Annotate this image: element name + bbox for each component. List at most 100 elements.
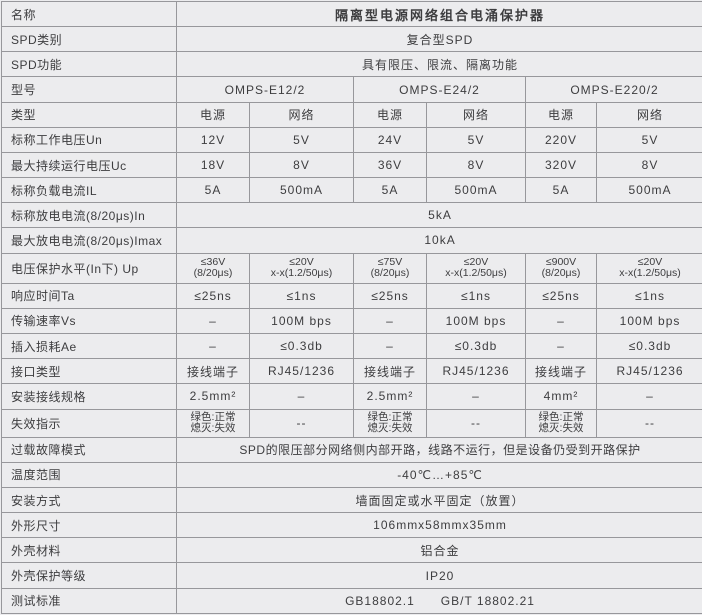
row-max-continuous-voltage-label: 最大持续运行电压Uc [1,151,177,179]
row-installation-method-label: 安装方式 [1,487,177,514]
housing-material-value: 铝合金 [175,537,702,564]
wiring-value-4: – [426,383,526,410]
il-value-1: 5A [176,177,250,204]
il-value-6: 500mA [595,177,702,204]
un-value-5: 220V [525,126,597,153]
row-name-label: 名称 [1,0,177,28]
housing-protection-value: IP20 [175,562,702,589]
row-interface-type: 接口类型 接线端子 RJ45/1236 接线端子 RJ45/1236 接线端子 … [1,358,702,385]
row-wiring-spec: 安装接线规格 2.5mm² – 2.5mm² – 4mm² – [1,383,702,410]
row-failure-indication-label: 失效指示 [1,408,177,438]
wiring-value-5: 4mm² [525,383,597,410]
row-failure-indication: 失效指示 绿色:正常 熄灭:失效 -- 绿色:正常 熄灭:失效 -- 绿色:正常… [1,408,702,438]
row-overload-failure-mode-label: 过载故障模式 [1,436,177,463]
type-value-5: 电源 [525,101,597,128]
row-response-time: 响应时间Ta ≤25ns ≤1ns ≤25ns ≤1ns ≤25ns ≤1ns [1,282,702,309]
row-nominal-voltage-label: 标称工作电压Un [1,126,177,153]
row-wiring-spec-label: 安装接线规格 [1,383,177,410]
vs-value-1: – [176,307,250,335]
il-value-4: 500mA [426,177,526,204]
row-housing-protection: 外壳保护等级 IP20 [1,562,702,589]
row-model-label: 型号 [1,76,177,103]
row-overload-failure-mode: 过载故障模式 SPD的限压部分网络侧内部开路，线路不运行，但是设备仍受到开路保护 [1,436,702,463]
ae-value-3: – [353,333,427,360]
row-insertion-loss-label: 插入损耗Ae [1,333,177,360]
wiring-value-1: 2.5mm² [176,383,250,410]
row-temperature-range-label: 温度范围 [1,461,177,489]
uc-value-4: 8V [426,151,526,179]
product-title: 隔离型电源网络组合电涌保护器 [175,0,702,28]
installation-method-value: 墙面固定或水平固定（放置） [175,487,702,514]
il-value-3: 5A [353,177,427,204]
row-spd-category-label: SPD类别 [1,26,177,53]
failure-value-6: -- [595,408,702,438]
interface-value-4: RJ45/1236 [426,358,526,385]
up-value-6: ≤20V x-x(1.2/50μs) [595,252,702,284]
imax-value: 10kA [175,227,702,254]
row-temperature-range: 温度范围 -40℃…+85℃ [1,461,702,489]
type-value-3: 电源 [353,101,427,128]
row-nominal-discharge-current-label: 标称放电电流(8/20μs)In [1,202,177,229]
interface-value-1: 接线端子 [176,358,250,385]
row-spd-category: SPD类别 复合型SPD [1,26,702,53]
ae-value-6: ≤0.3db [595,333,702,360]
row-housing-material-label: 外壳材料 [1,537,177,564]
dimensions-value: 106mmx58mmx35mm [175,512,702,539]
overload-failure-mode-value: SPD的限压部分网络侧内部开路，线路不运行，但是设备仍受到开路保护 [175,436,702,463]
up-value-5: ≤900V (8/20μs) [525,252,597,284]
un-value-6: 5V [595,126,702,153]
spd-function-value: 具有限压、限流、隔离功能 [175,51,702,78]
row-voltage-protection-level-label: 电压保护水平(In下) Up [1,252,177,284]
row-model: 型号 OMPS-E12/2 OMPS-E24/2 OMPS-E220/2 [1,76,702,103]
ta-value-2: ≤1ns [249,282,354,309]
vs-value-2: 100M bps [249,307,354,335]
row-voltage-protection-level: 电压保护水平(In下) Up ≤36V (8/20μs) ≤20V x-x(1.… [1,252,702,284]
il-value-2: 500mA [249,177,354,204]
failure-value-1: 绿色:正常 熄灭:失效 [176,408,250,438]
row-nominal-voltage: 标称工作电压Un 12V 5V 24V 5V 220V 5V [1,126,702,153]
model-value-3: OMPS-E220/2 [524,76,702,103]
ta-value-1: ≤25ns [176,282,250,309]
row-type-label: 类型 [1,101,177,128]
interface-value-6: RJ45/1236 [595,358,702,385]
un-value-1: 12V [176,126,250,153]
row-response-time-label: 响应时间Ta [1,282,177,309]
row-max-discharge-current-label: 最大放电电流(8/20μs)Imax [1,227,177,254]
un-value-3: 24V [353,126,427,153]
ae-value-1: – [176,333,250,360]
failure-value-3: 绿色:正常 熄灭:失效 [353,408,427,438]
row-nominal-load-current-label: 标称负载电流IL [1,177,177,204]
type-value-4: 网络 [426,101,526,128]
row-nominal-load-current: 标称负载电流IL 5A 500mA 5A 500mA 5A 500mA [1,177,702,204]
row-dimensions: 外形尺寸 106mmx58mmx35mm [1,512,702,539]
ta-value-4: ≤1ns [426,282,526,309]
type-value-1: 电源 [176,101,250,128]
failure-value-5: 绿色:正常 熄灭:失效 [525,408,597,438]
wiring-value-2: – [249,383,354,410]
row-housing-material: 外壳材料 铝合金 [1,537,702,564]
uc-value-2: 8V [249,151,354,179]
row-name: 名称 隔离型电源网络组合电涌保护器 [1,0,702,28]
uc-value-1: 18V [176,151,250,179]
vs-value-3: – [353,307,427,335]
un-value-2: 5V [249,126,354,153]
vs-value-6: 100M bps [595,307,702,335]
row-type: 类型 电源 网络 电源 网络 电源 网络 [1,101,702,128]
row-max-discharge-current: 最大放电电流(8/20μs)Imax 10kA [1,227,702,254]
ta-value-5: ≤25ns [525,282,597,309]
in-value: 5kA [175,202,702,229]
row-dimensions-label: 外形尺寸 [1,512,177,539]
row-max-continuous-voltage: 最大持续运行电压Uc 18V 8V 36V 8V 320V 8V [1,151,702,179]
il-value-5: 5A [525,177,597,204]
row-nominal-discharge-current: 标称放电电流(8/20μs)In 5kA [1,202,702,229]
up-value-4: ≤20V x-x(1.2/50μs) [426,252,526,284]
test-standard-value: GB18802.1 GB/T 18802.21 [175,587,702,615]
temperature-range-value: -40℃…+85℃ [175,461,702,489]
wiring-value-6: – [595,383,702,410]
row-insertion-loss: 插入损耗Ae – ≤0.3db – ≤0.3db – ≤0.3db [1,333,702,360]
row-installation-method: 安装方式 墙面固定或水平固定（放置） [1,487,702,514]
interface-value-2: RJ45/1236 [249,358,354,385]
row-transmission-rate-label: 传输速率Vs [1,307,177,335]
model-value-2: OMPS-E24/2 [353,76,526,103]
